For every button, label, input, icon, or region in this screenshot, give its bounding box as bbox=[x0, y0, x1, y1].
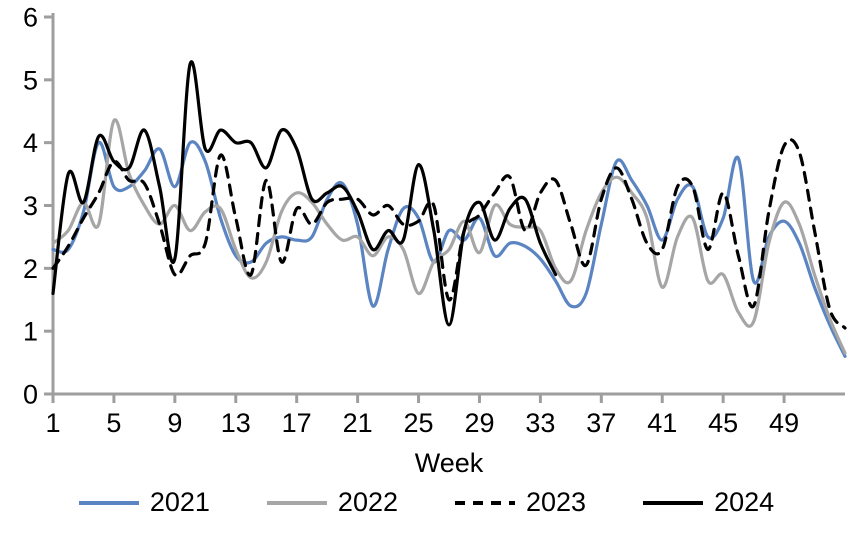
legend-label-2024: 2024 bbox=[714, 487, 775, 517]
legend-item-2022: 2022 bbox=[266, 489, 398, 516]
x-tick-label: 37 bbox=[586, 408, 616, 438]
y-tick-label: 5 bbox=[23, 65, 38, 95]
x-tick-label: 13 bbox=[221, 408, 251, 438]
legend-line-sample-2024 bbox=[643, 500, 704, 505]
legend-item-2021: 2021 bbox=[78, 489, 210, 516]
legend-item-2023: 2023 bbox=[454, 489, 586, 516]
x-tick-label: 21 bbox=[343, 408, 373, 438]
legend-label-2021: 2021 bbox=[149, 487, 210, 517]
series-line-2024 bbox=[51, 60, 558, 327]
x-tick-label: 45 bbox=[708, 408, 738, 438]
series-line-2023 bbox=[51, 138, 847, 330]
x-tick-label: 1 bbox=[45, 408, 60, 438]
x-tick-label: 17 bbox=[282, 408, 312, 438]
y-tick-label: 2 bbox=[23, 254, 38, 284]
series-line-2022 bbox=[51, 118, 847, 355]
x-tick-label: 9 bbox=[167, 408, 182, 438]
x-axis-title: Week bbox=[414, 448, 484, 478]
legend-line-sample-2022 bbox=[266, 500, 327, 505]
series-line-2021 bbox=[51, 140, 847, 358]
y-tick-label: 1 bbox=[23, 317, 38, 347]
x-tick-label: 29 bbox=[464, 408, 494, 438]
legend-line-sample-2023 bbox=[455, 500, 515, 505]
legend-item-2024: 2024 bbox=[642, 489, 774, 516]
x-tick-label: 49 bbox=[769, 408, 799, 438]
legend-label-2022: 2022 bbox=[337, 487, 398, 517]
legend-label-2023: 2023 bbox=[526, 487, 587, 517]
x-tick-label: 33 bbox=[525, 408, 555, 438]
x-tick-label: 5 bbox=[106, 408, 121, 438]
y-tick-label: 0 bbox=[23, 380, 38, 410]
x-tick-label: 25 bbox=[404, 408, 434, 438]
y-tick-label: 6 bbox=[23, 3, 38, 33]
chart-legend: 2021 2022 2023 2024 bbox=[0, 489, 852, 516]
y-tick-label: 4 bbox=[23, 128, 38, 158]
x-tick-label: 41 bbox=[647, 408, 677, 438]
legend-line-sample-2021 bbox=[78, 500, 139, 505]
y-tick-label: 3 bbox=[23, 191, 38, 221]
